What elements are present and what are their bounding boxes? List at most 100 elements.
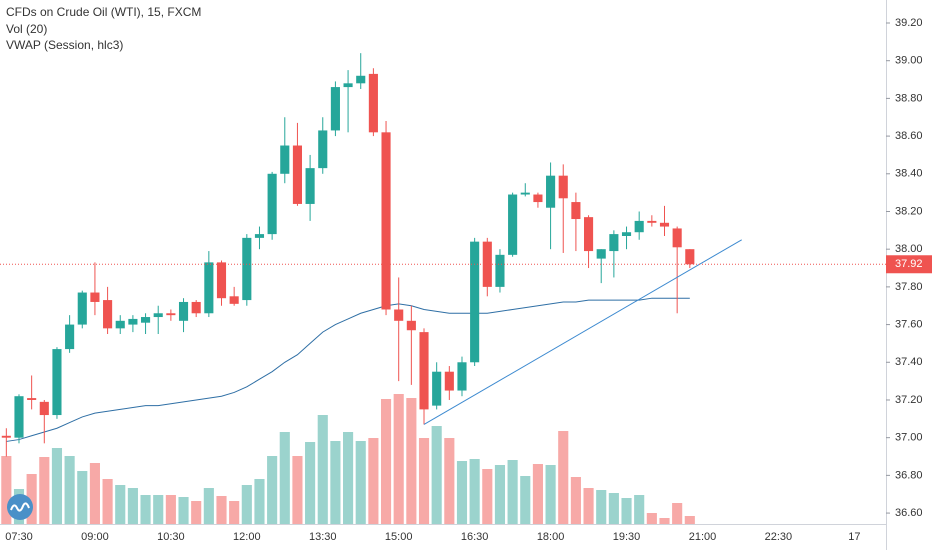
- candle-body: [153, 313, 163, 318]
- x-tick-label: 17: [848, 531, 860, 543]
- candle-body: [533, 194, 543, 203]
- candle-body: [368, 73, 378, 133]
- candle-body: [406, 320, 416, 331]
- volume-bar: [570, 477, 581, 524]
- candle-body: [14, 396, 24, 438]
- y-tick-label: 39.00: [895, 55, 923, 67]
- candle-body: [204, 262, 214, 314]
- candle-body: [470, 241, 480, 363]
- volume-bar: [102, 479, 113, 524]
- candle-body: [419, 332, 429, 410]
- candle-body: [647, 220, 657, 223]
- candle-body: [558, 175, 568, 199]
- volume-bar: [127, 488, 138, 524]
- candle-body: [495, 254, 505, 287]
- x-tick-label: 15:00: [385, 531, 413, 543]
- x-tick-label: 07:30: [5, 531, 33, 543]
- candle-body: [356, 75, 366, 84]
- candle-body: [128, 318, 138, 325]
- y-tick-label: 39.20: [895, 17, 923, 29]
- volume-bar: [596, 490, 607, 524]
- volume-bar: [659, 518, 670, 524]
- volume-bar: [343, 432, 354, 524]
- candle-body: [546, 175, 556, 208]
- logo-circle[interactable]: [7, 494, 33, 520]
- volume-bar: [672, 503, 683, 524]
- candle-body: [1, 435, 11, 438]
- y-tick-label: 36.80: [895, 469, 923, 481]
- candle-body: [432, 371, 442, 406]
- volume-bar: [355, 441, 366, 524]
- candle-body: [520, 192, 530, 195]
- volume-bar: [469, 459, 480, 524]
- volume-bar: [431, 426, 442, 524]
- x-tick-label: 19:30: [613, 531, 641, 543]
- volume-bar: [507, 460, 518, 524]
- volume-bar: [646, 513, 657, 524]
- candle-body: [242, 237, 252, 301]
- volume-bar: [39, 457, 50, 524]
- candle-body: [596, 249, 606, 259]
- volume-bar: [51, 448, 63, 524]
- logo[interactable]: [7, 494, 33, 520]
- volume-bar: [279, 432, 290, 524]
- vwap-line: [6, 297, 690, 442]
- volume-bar: [267, 456, 278, 524]
- candle-body: [103, 300, 113, 329]
- volume-bar: [330, 441, 341, 524]
- candle-body: [685, 249, 695, 265]
- volume-bar: [494, 465, 506, 524]
- candle-body: [216, 262, 227, 299]
- x-tick-label: 18:00: [537, 531, 565, 543]
- candle-body: [381, 132, 391, 310]
- candle-body: [457, 362, 467, 391]
- logo-wave[interactable]: [10, 502, 30, 512]
- y-tick-label: 37.20: [895, 394, 923, 406]
- volume-bar: [115, 485, 126, 524]
- volume-bar: [1, 456, 12, 524]
- indicator-label: VWAP (Session, hlc3): [6, 38, 123, 52]
- candle-body: [115, 320, 125, 329]
- y-tick-label: 38.40: [895, 168, 923, 180]
- candle-body: [90, 292, 100, 302]
- volume-bar: [621, 498, 632, 524]
- volume-bar: [305, 442, 316, 524]
- volume-bar: [406, 398, 417, 524]
- candle-body: [292, 145, 302, 204]
- candle-body: [672, 228, 682, 248]
- volume-bar: [292, 456, 303, 524]
- volume-bar: [444, 438, 455, 524]
- chart-title: CFDs on Crude Oil (WTI), 15, FXCM: [6, 5, 201, 19]
- y-tick-label: 36.60: [895, 507, 923, 519]
- candle-body: [267, 173, 277, 235]
- candle-body: [27, 398, 37, 400]
- last-price-box: [886, 255, 932, 274]
- y-tick-label: 38.60: [895, 130, 923, 142]
- y-tick-label: 37.00: [895, 432, 923, 444]
- candle-body: [77, 292, 87, 325]
- candle-body: [65, 324, 75, 350]
- candle-body: [394, 309, 404, 321]
- volume-bar: [140, 495, 151, 524]
- x-tick-label: 22:30: [765, 531, 793, 543]
- candle-body: [634, 220, 644, 233]
- volume-bar: [203, 488, 214, 524]
- volume-bar: [418, 438, 430, 524]
- candle-body: [166, 313, 176, 316]
- candle-body: [318, 130, 328, 169]
- volume-bar: [153, 495, 164, 524]
- volume-bar: [216, 496, 227, 524]
- volume-bar: [608, 493, 619, 524]
- volume-bar: [178, 497, 189, 524]
- indicator-label: Vol (20): [6, 22, 47, 36]
- candle-body: [52, 349, 62, 416]
- volume-bar: [77, 471, 88, 524]
- volume-bar: [26, 474, 37, 524]
- y-tick-label: 37.80: [895, 281, 923, 293]
- x-tick-label: 13:30: [309, 531, 337, 543]
- candle-body: [191, 301, 201, 314]
- volume-bar: [456, 461, 468, 524]
- volume-bar: [380, 399, 392, 524]
